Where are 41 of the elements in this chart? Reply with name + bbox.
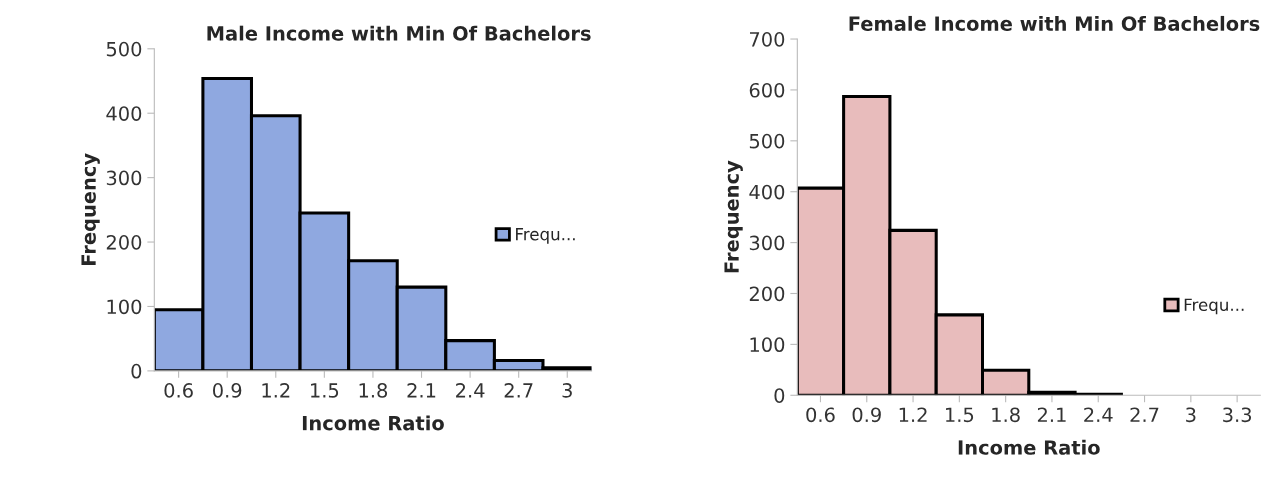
legend-label: Frequ... [1184, 298, 1244, 315]
x-tick-label: 1.5 [946, 407, 974, 423]
y-tick-label: 400 [749, 184, 785, 200]
x-tick-label: 2.4 [456, 383, 485, 398]
x-tick-label: 2.1 [1037, 407, 1066, 422]
x-tick-label: 1.8 [359, 383, 388, 398]
y-tick-label: 200 [106, 235, 142, 250]
x-axis-title: Income Ratio [302, 415, 444, 431]
chart-title: Male Income with Min Of Bachelors [207, 25, 591, 41]
y-tick-label: 300 [749, 235, 785, 251]
y-tick-label: 300 [106, 170, 142, 186]
x-tick-label: 1.2 [899, 407, 927, 422]
y-tick-label: 0 [131, 363, 142, 379]
x-tick-label: 1.8 [992, 407, 1020, 423]
x-tick-label: 3 [1186, 407, 1196, 423]
legend-label: Frequ... [516, 228, 575, 244]
x-tick-label: 2.7 [504, 383, 533, 398]
x-tick-label: 0.9 [213, 383, 242, 398]
x-tick-label: 0.6 [164, 383, 193, 398]
y-tick-label: 100 [107, 299, 142, 315]
x-tick-label: 1.2 [262, 383, 290, 398]
y-tick-label: 400 [106, 106, 142, 121]
y-tick-label: 500 [106, 41, 142, 57]
x-tick-label: 0.9 [852, 407, 881, 423]
y-tick-label: 600 [749, 82, 785, 98]
y-tick-label: 700 [749, 32, 785, 47]
x-tick-label: 3.3 [1223, 407, 1252, 423]
x-tick-label: 2.1 [407, 383, 436, 398]
x-tick-label: 1.5 [311, 383, 339, 398]
chart-title: Female Income with Min Of Bachelors [849, 15, 1260, 31]
x-tick-label: 0.6 [806, 407, 835, 423]
y-tick-label: 500 [749, 133, 785, 149]
y-axis-title: Frequency [81, 153, 100, 265]
x-tick-label: 3 [562, 383, 572, 398]
x-tick-label: 2.4 [1084, 407, 1113, 422]
y-tick-label: 0 [774, 388, 785, 403]
x-tick-label: 2.7 [1130, 407, 1159, 422]
y-axis-title: Frequency [724, 160, 743, 273]
x-axis-title: Income Ratio [958, 439, 1100, 455]
y-tick-label: 100 [750, 337, 785, 353]
y-tick-label: 200 [749, 286, 785, 302]
